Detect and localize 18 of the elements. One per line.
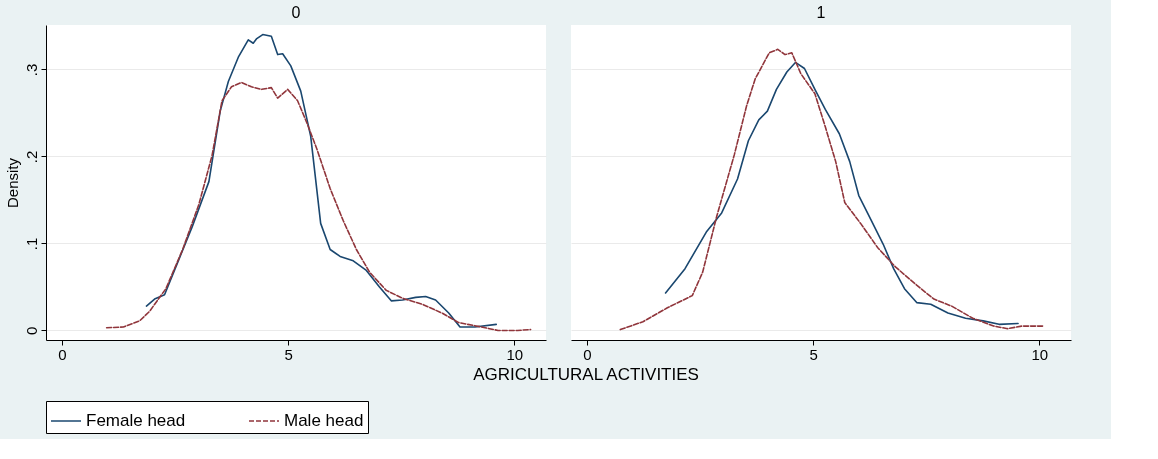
- x-axis-title: AGRICULTURAL ACTIVITIES: [473, 365, 699, 384]
- x-tick-label: 5: [809, 345, 818, 363]
- chart-title: 0: [291, 4, 301, 21]
- x-tick-label: 10: [506, 345, 524, 363]
- line-series: [105, 81, 532, 332]
- x-tick-label: 10: [1031, 345, 1049, 363]
- y-tick-label: .2: [22, 150, 40, 164]
- legend-label: Female head: [86, 411, 186, 430]
- y-tick-label: 0: [22, 326, 40, 336]
- legend-label: Male head: [284, 411, 364, 430]
- y-axis-title: Density: [3, 157, 21, 209]
- chart-title: 1: [816, 4, 826, 21]
- y-tick-label: .1: [22, 237, 40, 251]
- x-tick-label: 0: [58, 345, 67, 363]
- x-tick-label: 0: [583, 345, 592, 363]
- y-tick-label: .3: [22, 63, 40, 77]
- line-series: [145, 33, 498, 328]
- x-tick-label: 5: [284, 345, 293, 363]
